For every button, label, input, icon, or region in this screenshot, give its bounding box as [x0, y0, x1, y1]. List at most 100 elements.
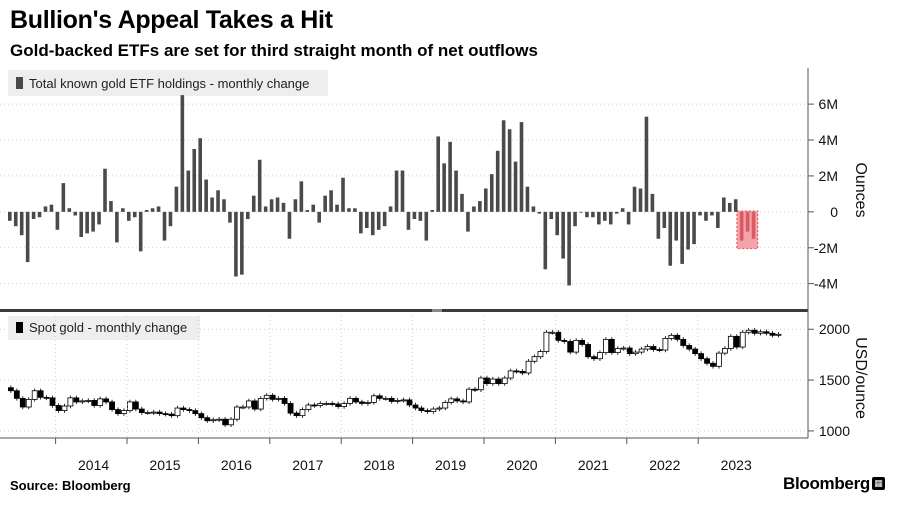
gold-candle: [43, 396, 50, 399]
gold-candle: [644, 346, 651, 350]
gold-candle: [686, 345, 693, 350]
etf-bar: [103, 168, 107, 212]
gold-candle: [412, 404, 419, 409]
etf-bar: [55, 211, 60, 230]
gold-candle: [710, 362, 716, 367]
gold-tick-label: 1000: [819, 423, 850, 439]
gold-candle: [698, 353, 704, 360]
etf-bar: [424, 211, 429, 241]
etf-bar: [109, 201, 113, 212]
etf-bar: [513, 161, 518, 212]
etf-bar: [454, 170, 458, 212]
year-label: 2019: [435, 457, 466, 473]
gold-candle: [733, 335, 740, 348]
gold-candle: [763, 331, 770, 334]
gold-candle: [281, 397, 288, 404]
gold-candle: [376, 395, 383, 399]
etf-bar: [573, 211, 577, 227]
gold-legend-swatch: [16, 322, 23, 333]
gold-candle: [555, 331, 562, 341]
etf-bar: [614, 211, 619, 214]
etf-bar: [585, 211, 589, 218]
gold-legend-box: [8, 316, 200, 340]
gold-candle: [19, 397, 26, 408]
etf-bar: [138, 211, 143, 252]
gold-candle: [722, 348, 728, 354]
gold-candle: [525, 360, 532, 374]
etf-bar: [79, 211, 83, 237]
gold-candle: [61, 405, 68, 411]
gold-candle: [162, 413, 169, 416]
gold-candle: [591, 356, 597, 360]
gold-candle: [638, 348, 645, 353]
etf-bar: [472, 206, 476, 212]
gold-candle: [186, 409, 193, 411]
gold-candle: [49, 397, 56, 406]
etf-bar: [692, 211, 696, 245]
etf-bar: [662, 211, 667, 228]
etf-bar: [359, 211, 363, 234]
gold-candle: [519, 371, 526, 374]
etf-bar: [257, 159, 262, 212]
gold-candle: [323, 403, 330, 405]
spot-gold-panel: Spot gold - monthly change 200015001000 …: [0, 316, 869, 439]
gold-candle: [727, 335, 734, 349]
etf-bar: [418, 211, 423, 221]
etf-legend-label: Total known gold ETF holdings - monthly …: [29, 76, 309, 91]
year-label: 2015: [149, 457, 180, 473]
gold-candle: [210, 419, 217, 422]
etf-bar: [442, 163, 446, 212]
gold-candle: [430, 408, 437, 412]
etf-bar: [281, 202, 286, 212]
year-label: 2016: [221, 457, 252, 473]
gold-candle: [549, 331, 556, 334]
gold-candle: [466, 388, 472, 403]
etf-bar: [323, 195, 327, 212]
gold-candle: [650, 346, 657, 350]
etf-bar: [13, 211, 18, 227]
gold-candle: [495, 378, 502, 385]
etf-bar: [216, 190, 220, 212]
etf-bar: [376, 211, 381, 230]
gold-candle: [674, 334, 681, 340]
etf-bar: [603, 211, 607, 221]
gold-candle: [245, 400, 252, 408]
etf-bar: [293, 199, 298, 212]
gold-candle: [7, 387, 14, 392]
etf-bar: [222, 199, 226, 212]
etf-bar: [644, 116, 649, 212]
gold-candle: [67, 397, 74, 407]
etf-bar: [329, 190, 333, 212]
etf-bar: [31, 211, 36, 220]
gold-candle: [91, 400, 98, 406]
gold-candle: [626, 347, 633, 355]
gold-candle: [394, 400, 401, 402]
gold-candle: [632, 351, 639, 355]
etf-bar: [335, 204, 339, 212]
gold-candle: [168, 413, 175, 417]
etf-bar: [484, 188, 488, 212]
etf-bar: [460, 193, 464, 212]
etf-bar: [537, 211, 542, 214]
gold-candle: [138, 408, 145, 414]
year-label: 2014: [78, 457, 109, 473]
gold-candle: [144, 412, 151, 415]
etf-bar: [507, 129, 512, 212]
etf-bar: [347, 208, 351, 212]
etf-legend-swatch: [16, 77, 23, 89]
gold-candle: [382, 397, 389, 400]
gold-candle: [614, 348, 621, 354]
etf-bar: [549, 211, 554, 220]
gold-y-ticks: 2000 1500 1000: [808, 321, 850, 439]
gold-candle: [216, 418, 223, 421]
gold-candle: [531, 356, 538, 362]
gold-candle: [406, 399, 413, 406]
gold-candle: [174, 407, 181, 417]
gold-candle: [561, 340, 568, 342]
gold-candle: [472, 388, 478, 391]
etf-bar: [263, 206, 268, 212]
gold-candle: [263, 394, 270, 399]
etf-bar: [722, 197, 726, 212]
gold-candle: [121, 410, 127, 415]
